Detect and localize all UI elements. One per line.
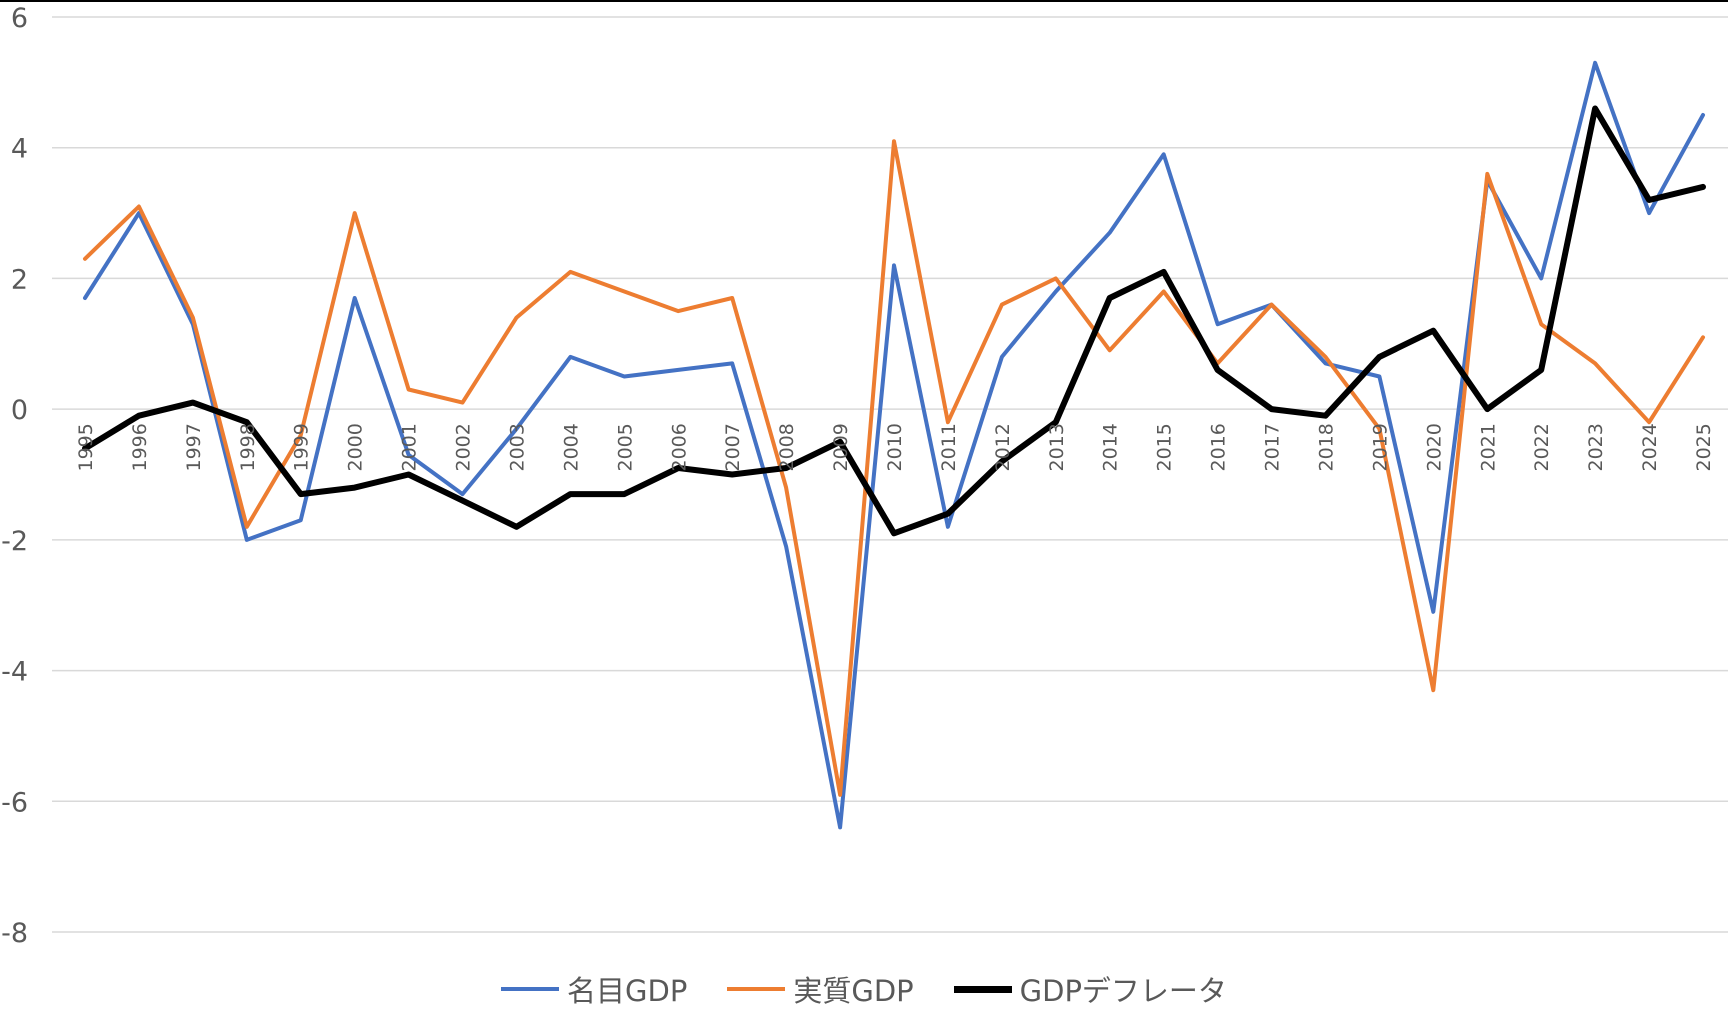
x-tick-label: 2009 [830,423,852,471]
x-tick-label: 2022 [1531,423,1553,471]
x-tick-label: 2003 [507,423,529,471]
x-tick-label: 2025 [1693,423,1715,471]
x-tick-label: 2005 [614,423,636,471]
x-axis-tick-labels: 1995 1996 1997 1998 1999 2000 2001 2002 2003 2004… [75,423,1715,471]
x-tick-label: 2006 [668,423,690,471]
x-tick-label: 2024 [1639,423,1661,471]
legend-item: 名目GDP [501,968,687,1010]
legend-label: GDPデフレータ [1019,974,1227,1008]
y-tick-label: -8 [1,918,28,949]
y-tick-label: 0 [11,395,28,426]
x-tick-label: 2018 [1316,423,1338,471]
x-tick-label: 2017 [1262,423,1284,471]
x-tick-label: 2007 [722,423,744,471]
x-tick-label: 2004 [560,423,582,471]
legend-item: 実質GDP [727,968,914,1010]
chart-legend: 名目GDP 実質GDP GDPデフレータ [0,962,1728,1016]
y-tick-label: -6 [1,787,28,818]
x-tick-label: 2015 [1154,423,1176,471]
y-tick-label: 2 [11,264,28,295]
y-tick-label: 4 [11,134,28,165]
legend-label: 実質GDP [793,974,914,1008]
x-tick-label: 2016 [1208,423,1230,471]
x-tick-label: 2010 [884,423,906,471]
x-tick-label: 2013 [1046,423,1068,471]
series-line-1 [83,60,1705,830]
x-tick-label: 1996 [129,423,151,471]
x-tick-label: 2011 [938,423,960,471]
y-axis-tick-labels: 6 4 2 0 -2 -4 -6 -8 [1,3,28,949]
x-tick-label: 1999 [291,423,313,471]
series-line-2 [83,139,1705,797]
legend-item: GDPデフレータ [953,968,1227,1010]
x-tick-label: 2008 [776,423,798,471]
y-tick-label: -4 [1,657,28,688]
chart-plot-area: 6 4 2 0 -2 -4 -6 -8 1995 1996 1997 1998 1999 2000 200… [1,3,1728,949]
series-line-3 [82,105,1706,537]
series-lines [82,60,1706,830]
x-tick-label: 2023 [1585,423,1607,471]
x-tick-label: 1998 [237,423,259,471]
x-tick-label: 2000 [345,423,367,471]
x-tick-label: 2020 [1423,423,1445,471]
legend-swatch [501,987,560,991]
y-tick-label: -2 [1,526,28,557]
x-tick-label: 2021 [1477,423,1499,471]
y-tick-label: 6 [11,3,28,34]
x-tick-label: 2014 [1100,423,1122,471]
x-tick-label: 2001 [399,423,421,471]
x-tick-label: 2002 [453,423,475,471]
x-tick-label: 1997 [183,423,205,471]
legend-label: 名目GDP [567,974,688,1008]
top-border [0,0,1728,2]
x-tick-label: 1995 [75,423,97,471]
gridlines [52,16,1728,933]
legend-swatch [727,987,786,991]
x-tick-label: 2012 [992,423,1014,471]
x-tick-label: 2019 [1369,423,1391,471]
legend-swatch [953,985,1012,993]
